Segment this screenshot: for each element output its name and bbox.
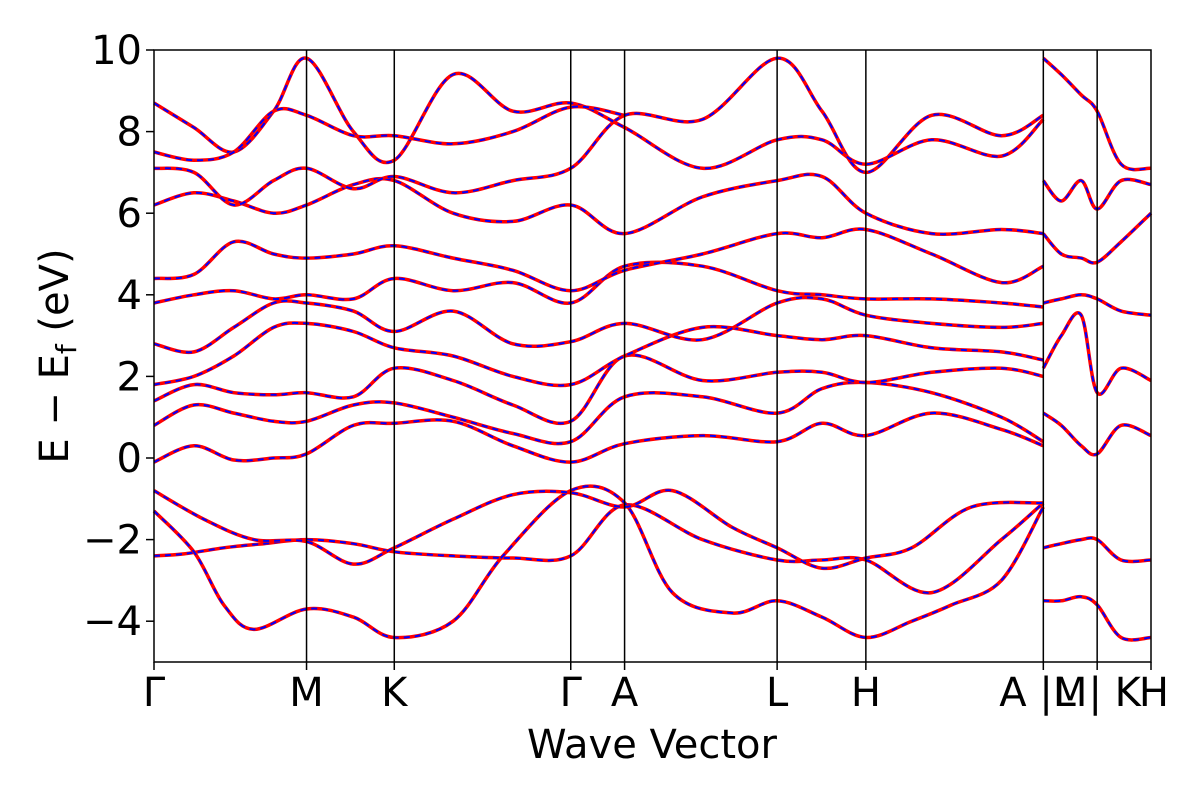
band-overlay-line-16 [1042, 412, 1152, 456]
y-tick-label-1: 8 [117, 110, 142, 156]
y-axis-label-subscript: f [50, 343, 83, 354]
y-tick-label-0: 10 [91, 28, 142, 74]
band-overlay-line-20 [1042, 178, 1152, 211]
x-axis-label: Wave Vector [527, 722, 778, 768]
band-line-3 [153, 411, 1044, 464]
x-tick-label-8: L | K [1053, 670, 1142, 716]
plot-frame [153, 49, 1152, 663]
y-tick-label-2: 6 [117, 191, 142, 237]
x-tick-label-0: Γ [143, 670, 166, 716]
y-axis-label-main: E − E [32, 354, 78, 464]
y-axis-label: E − Ef (eV) [32, 248, 83, 463]
y-tick-label-4: 2 [117, 354, 142, 400]
y-axis-label-unit: (eV) [32, 248, 78, 344]
band-overlay-line-7 [153, 296, 1044, 354]
x-tick-label-9: H [1139, 670, 1169, 716]
band-overlay-line-1 [153, 485, 1045, 639]
band-overlay-line-2 [153, 489, 1044, 570]
y-tick-label-3: 4 [117, 273, 142, 319]
band-overlay-line-9 [153, 228, 1044, 292]
band-overlay-line-12 [153, 57, 1045, 170]
band-overlay-line-15 [1043, 595, 1152, 641]
band-overlay-line-21 [1042, 57, 1152, 171]
x-tick-label-3: Γ [560, 670, 583, 716]
band-overlay-line-3 [153, 412, 1044, 464]
band-overlay-line-10 [153, 173, 1044, 236]
band-line-9 [153, 227, 1045, 293]
band-lines [152, 56, 1153, 642]
band-overlay-line-6 [153, 321, 1044, 387]
y-tick-label-7: −4 [83, 599, 142, 645]
band-overlay-line-19 [1042, 212, 1152, 264]
band-overlay-line-11 [153, 57, 1044, 207]
band-overlay-line-13 [153, 105, 625, 162]
band-overlay-line-18 [1043, 293, 1152, 317]
x-tick-label-6: H [851, 670, 881, 716]
x-tick-label-7: A |M [999, 670, 1087, 716]
band-overlay-line-8 [153, 261, 1044, 308]
band-overlay-line-4 [153, 381, 1044, 445]
band-overlay-line-5 [153, 353, 1044, 425]
high-symmetry-lines [305, 50, 1098, 662]
band-overlay-line-14 [1043, 536, 1152, 563]
y-tick-label-6: −2 [83, 518, 142, 564]
x-tick-label-1: M [289, 670, 324, 716]
x-tick-label-2: K [381, 670, 409, 716]
y-axis-ticks: 10 8 6 4 2 0 −2 −4 [83, 28, 154, 645]
band-line-4 [153, 380, 1045, 446]
x-tick-label-4: A [611, 670, 639, 716]
y-tick-label-5: 0 [117, 436, 142, 482]
band-line-2 [153, 488, 1044, 571]
band-line-10 [153, 172, 1044, 236]
band-line-1 [152, 484, 1045, 640]
band-overlay-line-17 [1042, 311, 1152, 396]
x-tick-label-5: L [766, 670, 789, 716]
